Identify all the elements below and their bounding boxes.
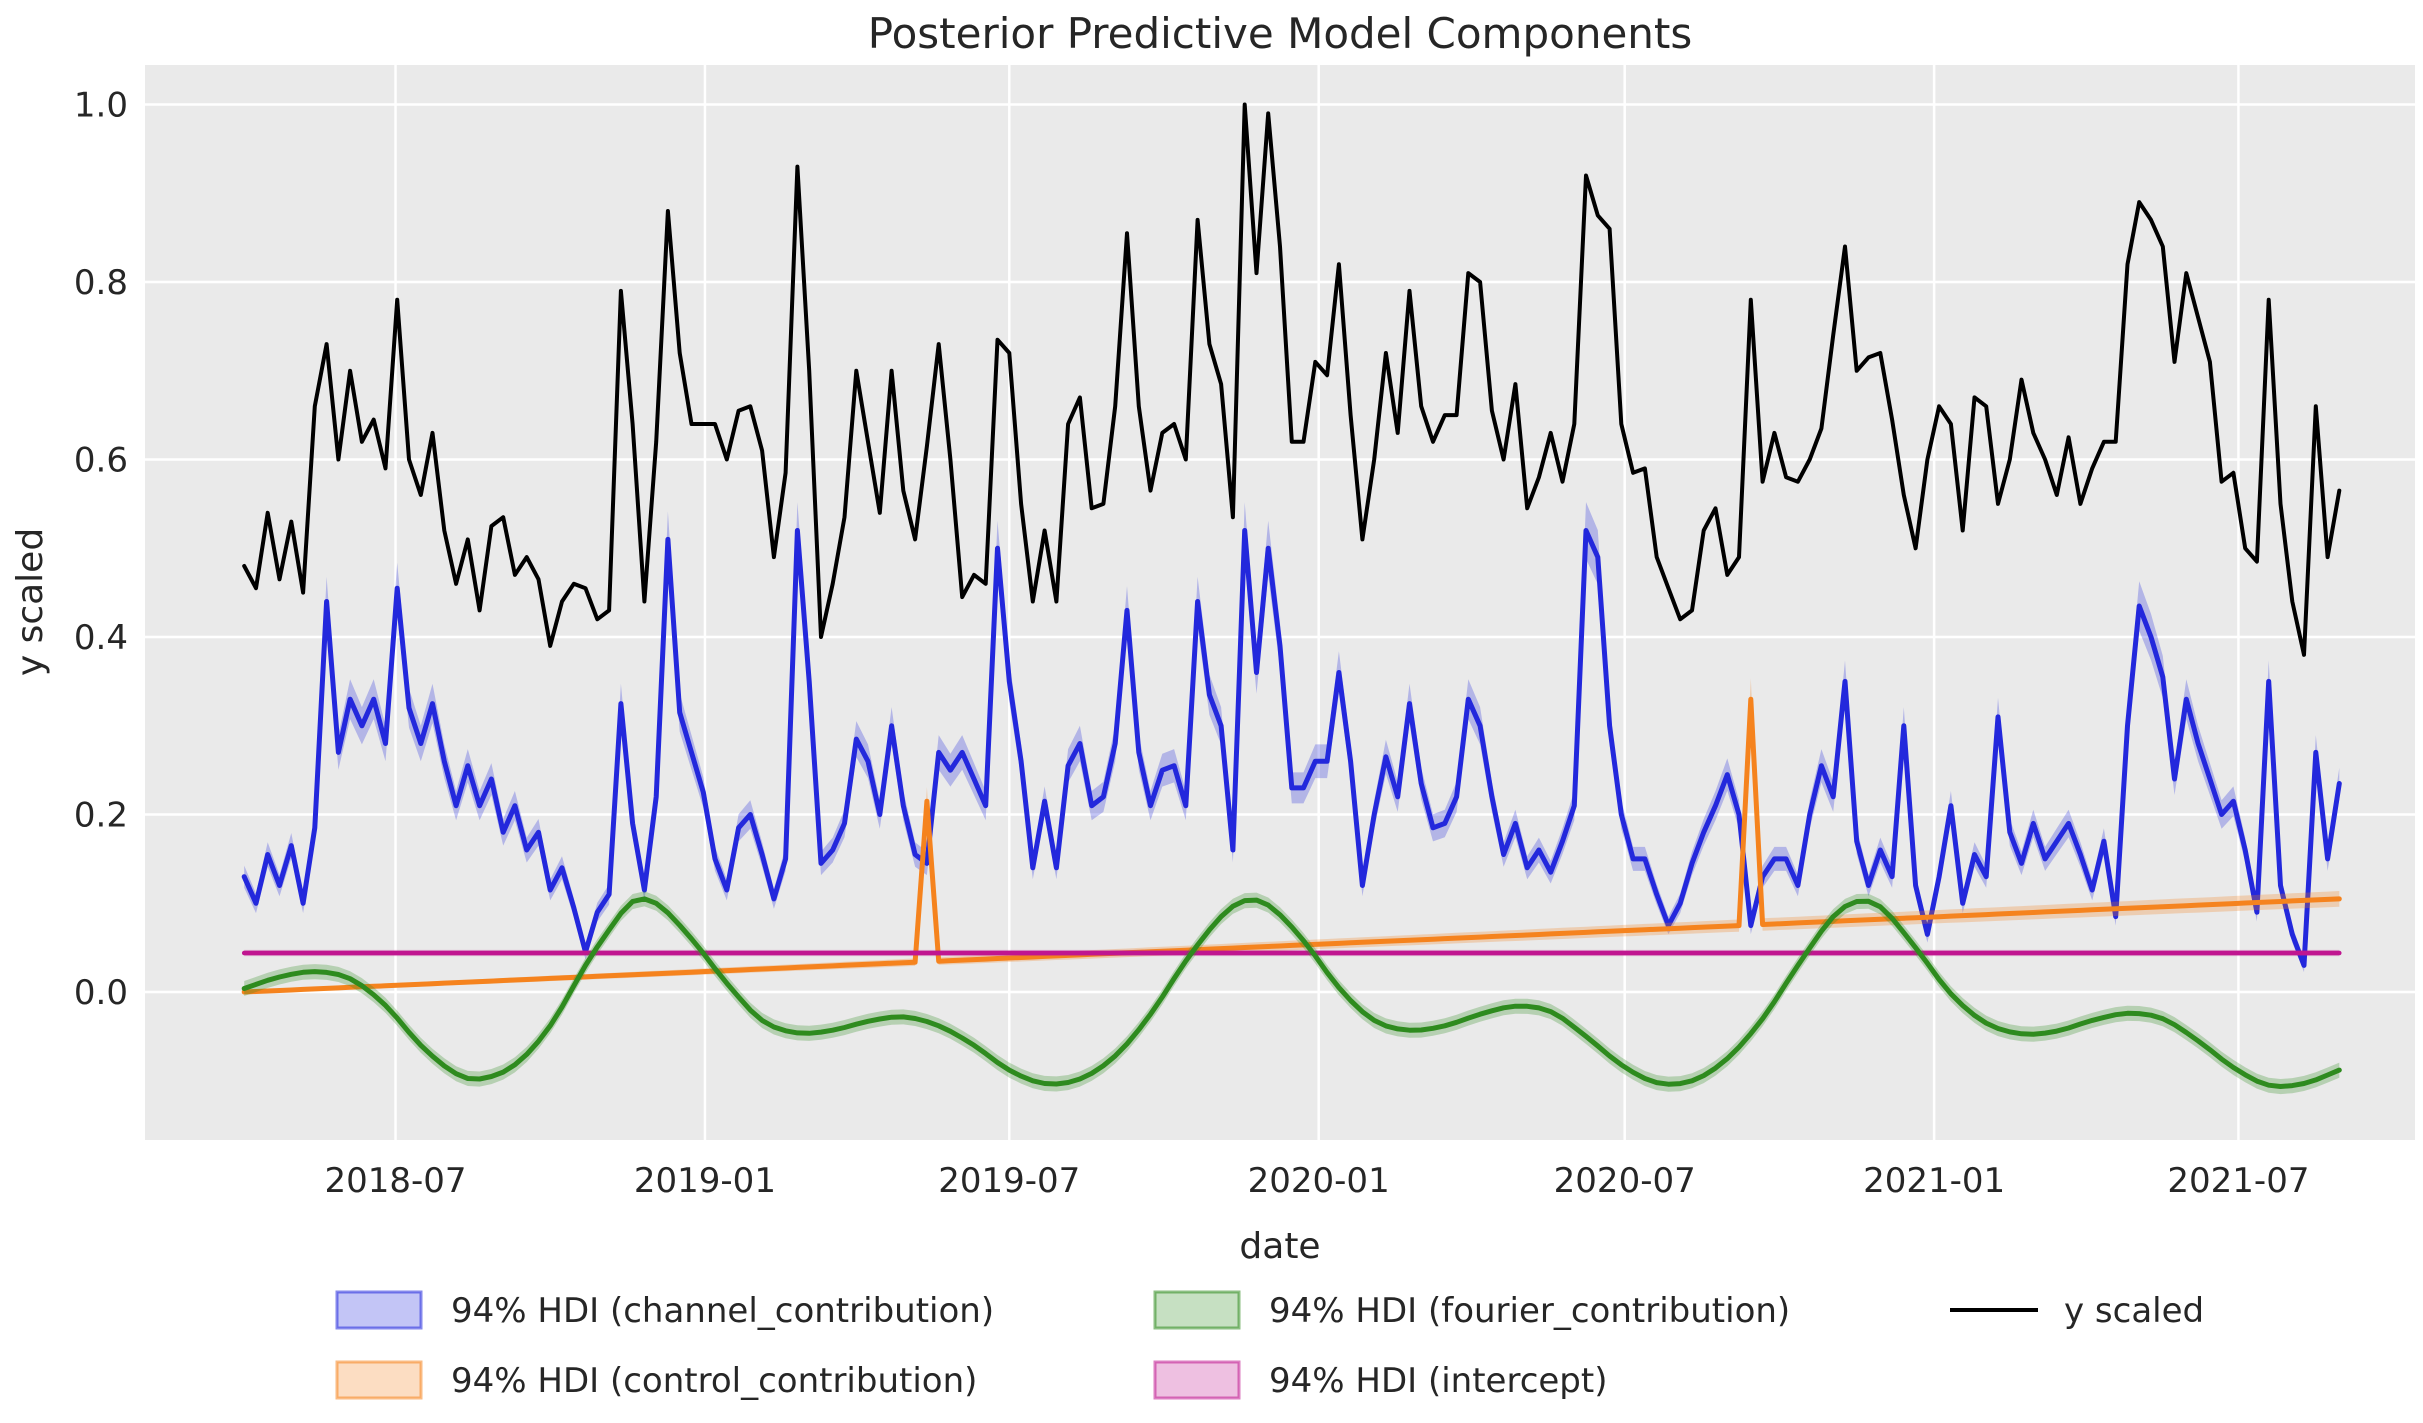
x-tick-label: 2020-07: [1554, 1161, 1696, 1201]
legend-label-control: 94% HDI (control_contribution): [451, 1361, 977, 1401]
x-tick-label: 2021-01: [1863, 1161, 2005, 1201]
series-fourier-line: [241, 896, 2342, 1089]
x-axis-label: date: [1239, 1226, 1320, 1267]
legend-entry: 94% HDI (fourier_contribution): [1153, 1290, 1790, 1331]
legend-patch-fourier: [1153, 1290, 1241, 1330]
y-tick-label: 0.4: [74, 618, 128, 658]
x-tick-label: 2021-07: [2167, 1161, 2309, 1201]
legend-label-intercept: 94% HDI (intercept): [1269, 1361, 1608, 1401]
x-axis-tick-labels: 2018-07 2019-01 2019-07 2020-01 2020-07 2021-…: [325, 1161, 2310, 1201]
legend-label-y_scaled: y scaled: [2064, 1291, 2204, 1331]
legend-entry: 94% HDI (control_contribution): [335, 1360, 977, 1401]
x-tick-label: 2019-01: [634, 1161, 776, 1201]
y-tick-label: 0.0: [74, 973, 128, 1013]
x-tick-label: 2018-07: [325, 1161, 467, 1201]
y-tick-label: 0.8: [74, 263, 128, 303]
legend-patch-channel: [335, 1290, 423, 1330]
y-tick-label: 1.0: [74, 85, 128, 125]
legend-entry: 94% HDI (intercept): [1153, 1360, 1608, 1401]
x-tick-label: 2019-07: [938, 1161, 1080, 1201]
legend-label-channel: 94% HDI (channel_contribution): [451, 1291, 994, 1331]
legend-patch-control: [335, 1360, 423, 1400]
series-y_scaled-line: [242, 102, 2342, 657]
y-tick-label: 0.2: [74, 796, 128, 836]
chart-title: Posterior Predictive Model Components: [868, 9, 1693, 58]
y-axis-tick-labels: 1.0 0.8 0.6 0.4 0.2 0.0: [74, 85, 128, 1013]
legend-patch-intercept: [1153, 1360, 1241, 1400]
x-tick-label: 2020-01: [1248, 1161, 1390, 1201]
legend-label-fourier: 94% HDI (fourier_contribution): [1269, 1291, 1790, 1331]
legend-entry: y scaled: [1950, 1291, 2204, 1331]
series-layer: [241, 102, 2342, 1095]
legend: 94% HDI (channel_contribution) 94% HDI (c…: [335, 1290, 2204, 1401]
series-channel-line: [241, 528, 2342, 968]
y-tick-label: 0.6: [74, 441, 128, 481]
legend-entry: 94% HDI (channel_contribution): [335, 1290, 994, 1331]
series-control-line: [241, 696, 2342, 995]
y-axis-label: y scaled: [10, 528, 51, 676]
